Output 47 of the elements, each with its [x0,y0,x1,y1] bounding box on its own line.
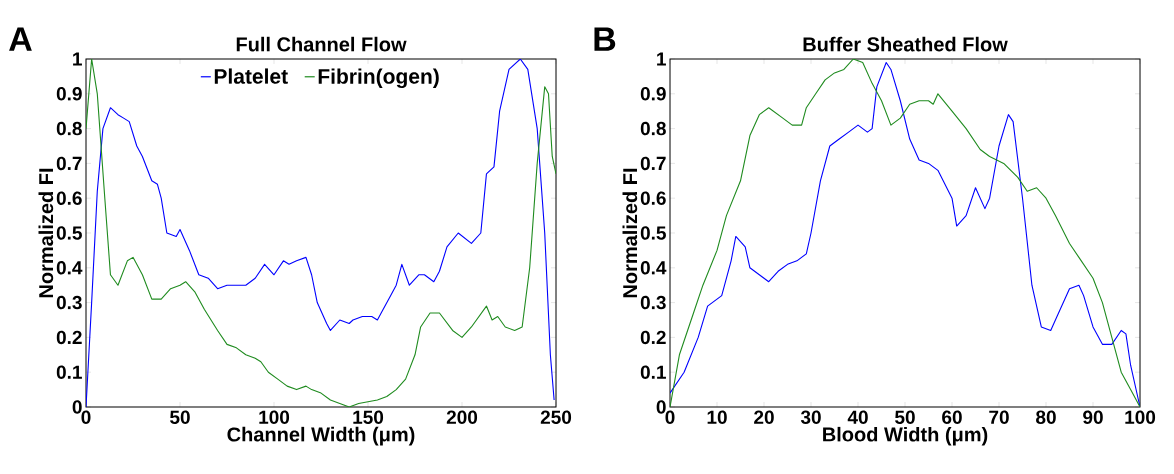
x-tick-label: 20 [754,410,774,424]
chart-title: Full Channel Flow [236,36,407,52]
y-tick-label: 1 [657,52,666,66]
x-tick-label: 60 [942,410,962,424]
y-tick-label: 0.4 [640,261,667,275]
legend-label: Fibrin(ogen) [318,68,439,89]
y-tick-label: 0.3 [640,295,666,310]
y-tick-label: 0.6 [56,191,82,205]
x-tick-label: 50 [895,410,915,424]
x-tick-label: 90 [1083,410,1103,424]
y-tick-label: 0.2 [640,330,666,345]
x-tick-label: 50 [170,410,190,424]
x-axis-title: Blood Width (μm) [823,426,988,446]
x-tick-label: 150 [353,410,384,424]
y-axis-title: Normalized FI [622,168,638,298]
x-tick-label: 80 [1036,410,1056,424]
x-tick-label: 100 [1125,410,1156,424]
y-tick-label: 0.8 [640,121,666,136]
y-tick-label: 0.4 [56,261,83,275]
y-axis-title: Normalized FI [38,168,54,298]
y-tick-label: 0.1 [640,365,666,379]
y-tick-label: 0.1 [56,365,82,379]
y-tick-label: 0 [656,400,666,414]
x-tick-label: 30 [800,410,821,425]
y-tick-label: 0 [72,400,82,414]
y-tick-label: 0.5 [640,226,666,240]
chart-title: Buffer Sheathed Flow [803,36,1008,52]
y-tick-label: 0.7 [56,156,82,171]
text: A [9,27,32,51]
y-tick-label: 0.2 [56,330,82,345]
x-tick-label: 70 [989,410,1009,424]
text: B [594,27,616,51]
x-tick-label: 250 [540,410,572,424]
x-tick-label: 200 [446,410,478,424]
y-tick-label: 0.7 [640,156,666,171]
y-tick-label: 0.9 [640,87,666,101]
y-tick-label: 0.6 [640,191,666,205]
y-tick-label: 0.9 [56,87,82,101]
x-tick-label: 10 [707,410,727,424]
y-tick-label: 0.8 [56,121,82,136]
y-tick-label: 1 [73,52,82,66]
legend-label: Platelet [214,68,288,84]
x-tick-label: 100 [259,410,290,424]
y-tick-label: 0.3 [56,295,82,310]
x-tick-label: 40 [847,410,868,424]
y-tick-label: 0.5 [56,226,82,240]
x-axis-title: Channel Width (μm) [227,426,415,446]
